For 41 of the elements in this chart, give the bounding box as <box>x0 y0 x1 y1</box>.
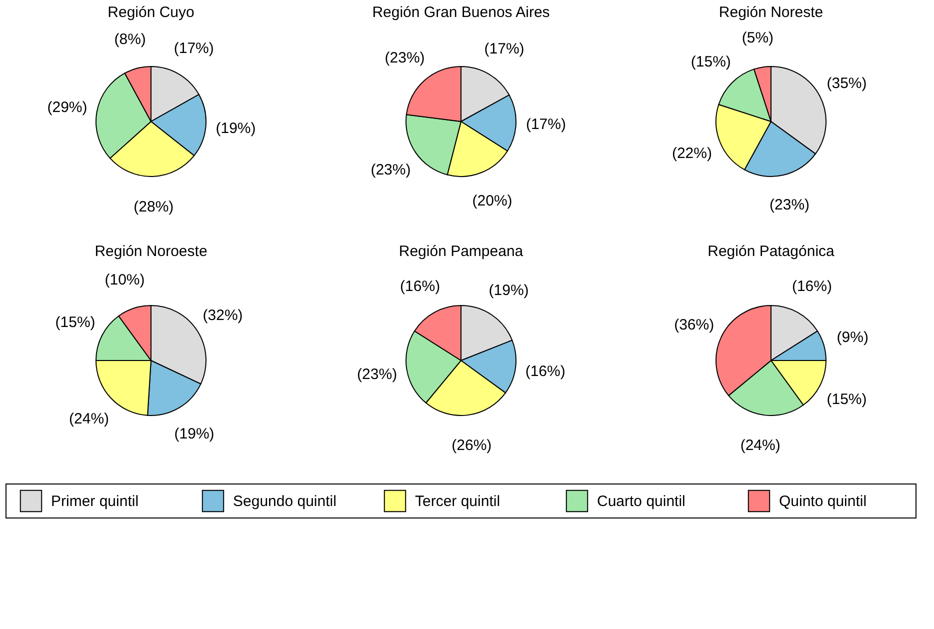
data-label: (17%) <box>484 40 524 58</box>
data-label: (10%) <box>104 272 145 289</box>
data-label: (15%) <box>55 314 96 331</box>
chart-title: Región Cuyo <box>108 4 194 21</box>
data-label: (23%) <box>770 196 810 214</box>
data-label: (32%) <box>202 306 243 324</box>
chart-title: Región Noroeste <box>94 243 208 260</box>
legend-label: Segundo quintil <box>233 493 336 510</box>
chart-title: Región Noreste <box>718 4 824 21</box>
legend-label: Tercer quintil <box>415 493 500 510</box>
data-label: (23%) <box>384 50 425 67</box>
data-label: (22%) <box>672 144 712 162</box>
data-label: (8%) <box>114 31 146 48</box>
data-label: (19%) <box>216 120 256 138</box>
data-label: (26%) <box>452 436 492 454</box>
data-label: (36%) <box>674 316 714 334</box>
data-label: (20%) <box>472 192 512 210</box>
legend-label: Quinto quintil <box>779 493 867 510</box>
chart-title: Región Gran Buenos Aires <box>372 4 550 21</box>
data-label: (16%) <box>792 278 832 296</box>
legend-label: Primer quintil <box>51 493 139 510</box>
data-label: (17%) <box>526 116 566 134</box>
data-label: (28%) <box>134 198 174 216</box>
data-label: (35%) <box>826 74 867 92</box>
data-label: (16%) <box>525 363 566 380</box>
data-label: (9%) <box>836 328 868 346</box>
data-label: (19%) <box>488 282 529 300</box>
data-label: (5%) <box>742 30 774 47</box>
data-label: (24%) <box>740 436 780 454</box>
legend-label: Cuarto quintil <box>597 493 686 510</box>
data-label: (29%) <box>47 99 88 116</box>
chart-title: Región Patagónica <box>708 243 836 260</box>
data-label: (16%) <box>400 278 440 296</box>
data-label: (24%) <box>69 410 110 428</box>
data-label: (19%) <box>174 426 214 443</box>
data-label: (23%) <box>357 366 398 383</box>
data-label: (15%) <box>826 391 867 408</box>
data-label: (17%) <box>174 40 214 58</box>
data-label: (15%) <box>690 53 731 70</box>
chart-title: Región Pampeana <box>398 243 524 260</box>
data-label: (23%) <box>370 161 411 178</box>
